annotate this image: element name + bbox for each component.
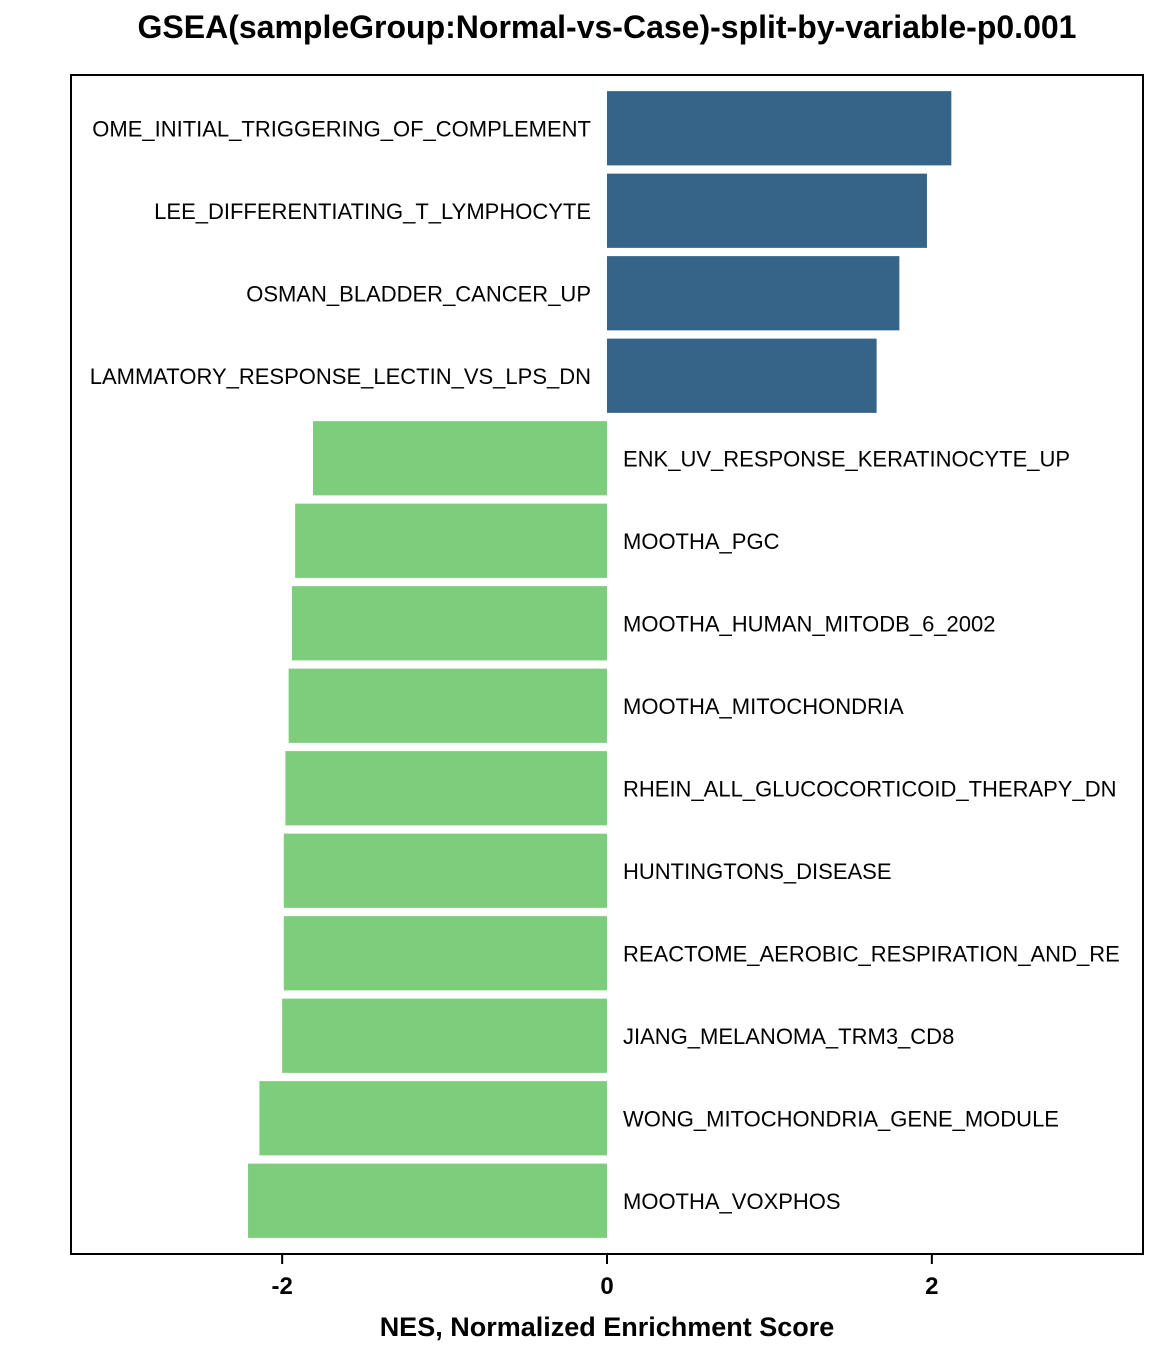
chart-title: GSEA(sampleGroup:Normal-vs-Case)-split-b… (138, 9, 1077, 45)
bar-11 (282, 998, 607, 1073)
x-tick-label-2: 2 (925, 1273, 938, 1300)
bar-label-5: MOOTHA_PGC (623, 529, 780, 554)
bar-1 (607, 173, 927, 248)
bar-label-8: RHEIN_ALL_GLUCOCORTICOID_THERAPY_DN (623, 776, 1117, 801)
bar-label-0: OME_INITIAL_TRIGGERING_OF_COMPLEMENT (92, 116, 591, 141)
bar-12 (259, 1081, 607, 1156)
bar-8 (285, 751, 607, 826)
x-tick-label-1: 0 (600, 1273, 613, 1300)
bar-2 (607, 256, 900, 331)
bar-label-4: ENK_UV_RESPONSE_KERATINOCYTE_UP (623, 446, 1070, 471)
bar-9 (283, 833, 607, 908)
bar-label-10: REACTOME_AEROBIC_RESPIRATION_AND_RE (623, 941, 1120, 966)
bar-4 (313, 421, 607, 496)
x-tick-label-0: -2 (271, 1273, 292, 1300)
bar-label-2: OSMAN_BLADDER_CANCER_UP (246, 281, 591, 306)
bar-5 (295, 503, 607, 578)
bar-3 (607, 338, 877, 413)
bar-label-11: JIANG_MELANOMA_TRM3_CD8 (623, 1024, 954, 1049)
bar-10 (283, 916, 607, 991)
bars-group (248, 91, 952, 1238)
bar-0 (607, 91, 952, 166)
plot-frame (70, 74, 1144, 1255)
bar-label-9: HUNTINGTONS_DISEASE (623, 859, 892, 884)
bar-13 (248, 1163, 607, 1238)
bar-label-3: LAMMATORY_RESPONSE_LECTIN_VS_LPS_DN (90, 364, 591, 389)
x-axis-ticks: -2 0 2 (271, 1254, 939, 1300)
bar-label-7: MOOTHA_MITOCHONDRIA (623, 694, 904, 719)
bar-label-13: MOOTHA_VOXPHOS (623, 1189, 841, 1214)
bar-7 (288, 668, 607, 743)
bar-label-6: MOOTHA_HUMAN_MITODB_6_2002 (623, 611, 996, 636)
bar-label-12: WONG_MITOCHONDRIA_GENE_MODULE (623, 1106, 1059, 1131)
bar-label-1: LEE_DIFFERENTIATING_T_LYMPHOCYTE (154, 199, 591, 224)
bar-labels-group: OME_INITIAL_TRIGGERING_OF_COMPLEMENT LEE_… (90, 116, 1120, 1214)
x-axis-label: NES, Normalized Enrichment Score (380, 1312, 835, 1342)
bar-6 (291, 586, 607, 661)
